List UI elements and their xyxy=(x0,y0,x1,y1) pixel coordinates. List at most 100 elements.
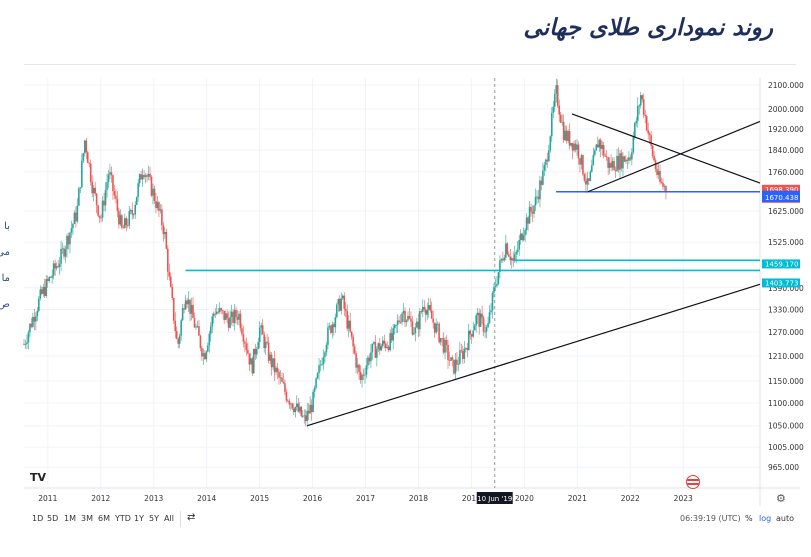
candle-body xyxy=(224,313,227,320)
side-text-line: ما xyxy=(1,273,10,284)
candle-body xyxy=(242,334,245,342)
candle-body xyxy=(253,348,255,374)
candle-body xyxy=(307,410,310,414)
title-divider xyxy=(24,64,796,65)
candle-body xyxy=(257,342,260,349)
candle-body xyxy=(196,326,199,327)
candle-body xyxy=(49,277,52,278)
candle-body xyxy=(525,217,528,231)
candle-body xyxy=(40,289,43,294)
candle-body xyxy=(235,309,237,317)
candle-body xyxy=(592,154,595,166)
candle-body xyxy=(210,326,212,334)
candle-body xyxy=(58,263,61,268)
candle-body xyxy=(67,235,70,245)
candle-body xyxy=(177,338,179,344)
timeframe-6m[interactable]: 6M xyxy=(98,514,110,523)
candle-body xyxy=(122,227,125,229)
candle-body xyxy=(531,211,534,214)
x-tick-label: 2018 xyxy=(409,494,428,503)
trend-line-triangle-lower[interactable] xyxy=(587,120,761,193)
y-tick-label: 1840.000 xyxy=(768,146,804,155)
candle-body xyxy=(432,318,434,323)
candle-body xyxy=(505,243,507,258)
candle-body xyxy=(583,174,586,181)
candle-body xyxy=(174,320,177,332)
trend-line-rising-support[interactable] xyxy=(307,283,761,427)
candle-body xyxy=(611,161,614,168)
candle-body xyxy=(137,183,139,197)
candle-body xyxy=(318,365,320,374)
timeframe-3m[interactable]: 3M xyxy=(81,514,93,523)
candle-body xyxy=(613,161,615,171)
candle-body xyxy=(192,305,194,318)
candle-body xyxy=(141,174,144,180)
candle-body xyxy=(663,186,666,188)
candle-body xyxy=(387,346,390,351)
timeframe-ytd[interactable]: YTD xyxy=(115,514,131,523)
candle-body xyxy=(258,327,261,343)
compare-icon[interactable]: ⇄ xyxy=(187,512,196,523)
candle-body xyxy=(402,310,405,314)
timeframe-1y[interactable]: 1Y xyxy=(134,514,144,523)
candle-body xyxy=(441,338,443,339)
timeframe-5d[interactable]: 5D xyxy=(47,514,59,523)
candle-body xyxy=(104,190,107,206)
candle-body xyxy=(651,145,654,157)
candle-body xyxy=(473,325,476,331)
candle-body xyxy=(266,341,268,343)
y-tick-label: 1760.000 xyxy=(768,168,804,177)
candle-body xyxy=(436,323,439,325)
candle-body xyxy=(244,341,246,344)
candle-body xyxy=(494,285,497,287)
x-tick-label: 2013 xyxy=(144,494,163,503)
candle-body xyxy=(350,331,353,337)
crosshair-date-label: 10 Jun '19 xyxy=(477,495,512,503)
candle-body xyxy=(300,406,303,417)
candle-body xyxy=(401,313,403,323)
candle-body xyxy=(410,318,412,322)
candle-body xyxy=(331,324,334,333)
candle-body xyxy=(183,308,185,310)
candle-body xyxy=(561,121,563,123)
candle-body xyxy=(190,305,193,314)
candle-body xyxy=(490,310,492,313)
timeframe-5y[interactable]: 5Y xyxy=(149,514,159,523)
candle-body xyxy=(469,330,472,335)
candle-body xyxy=(478,312,480,327)
page-title: روند نمودارى طلاى جهانى xyxy=(523,14,773,41)
candle-body xyxy=(181,308,184,321)
candle-body xyxy=(381,340,384,347)
candle-body xyxy=(506,243,509,255)
price-label-text: 1698.390 xyxy=(765,186,798,194)
candle-body xyxy=(155,200,157,208)
timeframe-1m[interactable]: 1M xyxy=(64,514,76,523)
candle-body xyxy=(433,322,436,333)
candle-body xyxy=(365,365,368,375)
percent-toggle[interactable]: % xyxy=(745,514,753,523)
y-tick-label: 965.000 xyxy=(768,463,799,472)
candle-body xyxy=(38,298,40,311)
timeframe-1d[interactable]: 1D xyxy=(32,514,44,523)
y-tick-label: 2000.000 xyxy=(768,105,804,114)
candle-body xyxy=(422,306,424,312)
log-toggle[interactable]: log xyxy=(759,514,772,523)
candle-body xyxy=(417,321,420,330)
candle-body xyxy=(261,325,264,335)
timeframe-all[interactable]: All xyxy=(164,514,174,523)
candle-body xyxy=(448,359,451,361)
candle-body xyxy=(588,178,590,181)
side-text: با می ما ص xyxy=(0,214,10,318)
candle-body xyxy=(556,85,559,106)
y-tick-label: 1270.000 xyxy=(768,328,804,337)
gear-icon[interactable]: ⚙ xyxy=(776,492,786,505)
auto-toggle[interactable]: auto xyxy=(776,514,795,523)
candle-body xyxy=(250,358,252,365)
candle-body xyxy=(229,316,231,328)
candle-body xyxy=(607,157,609,168)
candle-body xyxy=(657,171,660,175)
candle-body xyxy=(251,358,254,374)
trend-line-triangle-upper[interactable] xyxy=(571,113,761,184)
candle-body xyxy=(356,364,359,368)
